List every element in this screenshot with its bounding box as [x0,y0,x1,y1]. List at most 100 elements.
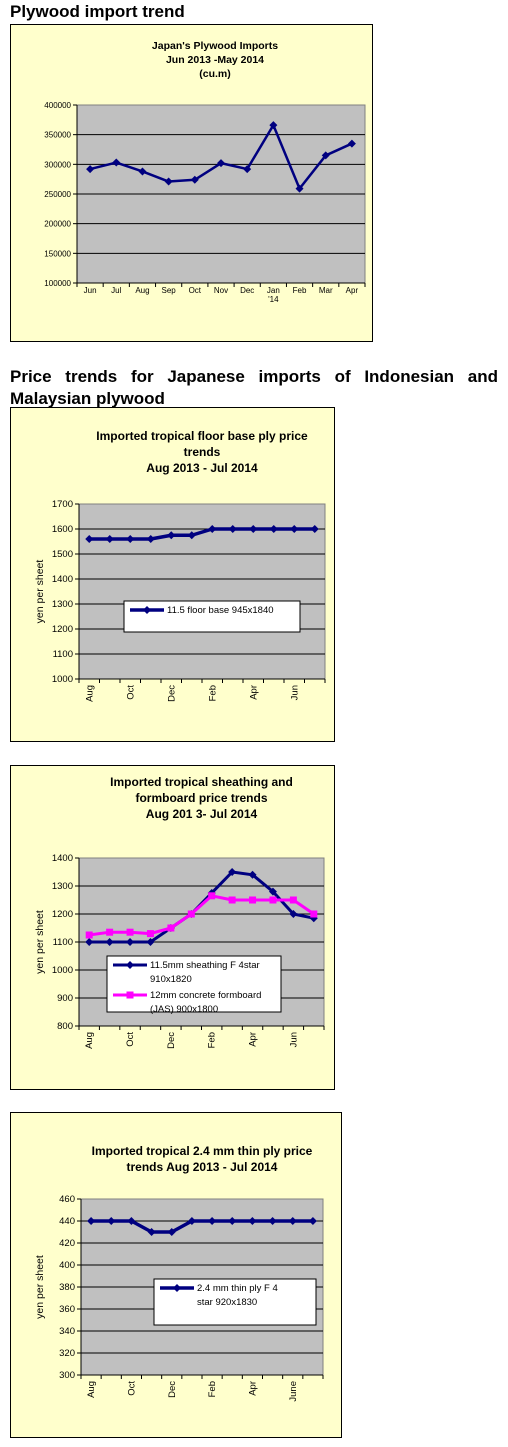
data-point [126,535,135,543]
data-point [167,1228,176,1236]
data-point [85,535,94,543]
data-point [106,928,114,936]
y-tick-label: 1300 [52,881,73,892]
legend-swatch-marker [173,1284,181,1292]
y-axis-label: yen per sheet [34,910,46,974]
data-point [249,525,258,533]
legend-swatch-marker [126,961,134,969]
chart-panel-sheathing: Imported tropical sheathing and formboard… [10,765,335,1090]
chart-title-line: Imported tropical 2.4 mm thin ply price [92,1144,313,1158]
x-tick-label: Dec [166,1032,177,1049]
data-point [248,870,257,879]
data-point [164,177,173,186]
x-tick-label: Dec [166,685,177,702]
chart-panel-thin-ply: Imported tropical 2.4 mm thin ply price t… [10,1112,342,1438]
y-tick-label: 300 [59,1370,75,1381]
legend-label: 11.5mm sheathing F 4star [150,960,260,971]
y-tick-label: 1000 [52,674,73,685]
x-tick-label: Apr [248,685,259,700]
data-point [308,1217,317,1225]
y-tick-label: 250000 [44,190,71,199]
section-heading-price-trends: Price trends for Japanese imports of Ind… [10,367,498,408]
data-point [187,531,196,540]
x-tick-label: Jun [84,286,97,295]
chart-panel-floor-base: Imported tropical floor base ply price tr… [10,407,335,742]
chart-title-line: Aug 201 3- Jul 2014 [146,807,258,821]
y-tick-label: 1100 [53,937,73,948]
chart-title-line: Japan's Plywood Imports [152,40,278,52]
legend-label: 910x1820 [150,974,192,985]
chart-imports-svg: Japan's Plywood Imports Jun 2013 -May 201… [44,40,366,304]
x-tick-label: June [288,1381,299,1402]
data-point [208,1217,217,1225]
data-point [347,139,356,148]
x-tick-label: Jul [111,286,121,295]
data-point [321,151,330,160]
chart-title-line: Jun 2013 -May 2014 [166,54,264,66]
data-point [295,184,304,193]
y-axis-label: yen per sheet [34,560,46,624]
data-point [268,1217,277,1225]
chart-title-line: Imported tropical sheathing and [110,775,293,789]
x-tick-label: Dec [240,286,254,295]
x-tick-label: Apr [247,1381,258,1396]
x-tick-label: Oct [125,1032,136,1047]
data-point [228,525,237,533]
chart-thin-ply-svg: Imported tropical 2.4 mm thin ply price t… [34,1144,324,1402]
y-tick-label: 400000 [44,101,71,110]
y-tick-label: 360 [59,1304,75,1315]
chart-panel-imports: Japan's Plywood Imports Jun 2013 -May 201… [10,24,373,342]
chart-title-line: formboard price trends [135,791,267,805]
chart-title-line: Aug 2013 - Jul 2014 [146,461,258,475]
y-tick-label: 1400 [52,574,73,585]
data-point [126,928,134,936]
y-tick-label: 100000 [44,279,71,288]
x-tick-label: Oct [125,685,136,700]
x-tick-label: Aug [84,1032,95,1049]
data-point [190,175,199,184]
y-tick-label: 1500 [52,549,73,560]
x-tick-label: Aug [86,1381,97,1398]
chart-floor-base-svg: Imported tropical floor base ply price tr… [34,429,326,702]
data-point [86,165,95,174]
legend-swatch-marker [126,991,134,999]
data-point [112,158,121,167]
data-point [85,938,94,946]
data-point [228,1217,237,1225]
y-tick-label: 460 [59,1194,75,1205]
x-tick-label: Oct [189,286,202,295]
data-point [147,1228,156,1236]
data-point [288,1217,297,1225]
y-tick-label: 350000 [44,131,71,140]
data-point [146,938,155,946]
x-tick-label: Jun [289,685,300,700]
data-point [228,896,236,904]
y-tick-label: 1200 [52,909,73,920]
x-tick-label: Feb [207,1381,218,1397]
y-tick-label: 440 [59,1216,75,1227]
data-point [208,525,217,533]
data-point [249,896,257,904]
y-tick-label: 1000 [52,965,73,976]
x-tick-label: Mar [319,286,333,295]
data-point [268,887,277,896]
data-point [310,525,319,533]
y-tick-label: 1400 [52,853,73,864]
legend-label: (JAS) 900x1800 [150,1004,218,1015]
legend-box [153,1278,317,1326]
y-tick-label: 420 [59,1238,75,1249]
data-point [243,165,252,174]
x-tick-label: Aug [84,685,95,702]
chart-title-line: trends Aug 2013 - Jul 2014 [127,1160,278,1174]
y-axis-label: yen per sheet [34,1255,46,1319]
legend-label: 11.5 floor base 945x1840 [167,605,274,616]
data-point [269,525,278,533]
legend-swatch-marker [143,606,151,614]
data-point [269,896,277,904]
x-tick-label: '14 [268,295,279,304]
data-point [167,924,175,932]
data-point [187,1217,196,1225]
section-heading-plywood-trend: Plywood import trend [10,2,185,21]
x-tick-label: Feb [207,1032,218,1048]
data-point [87,1217,96,1225]
